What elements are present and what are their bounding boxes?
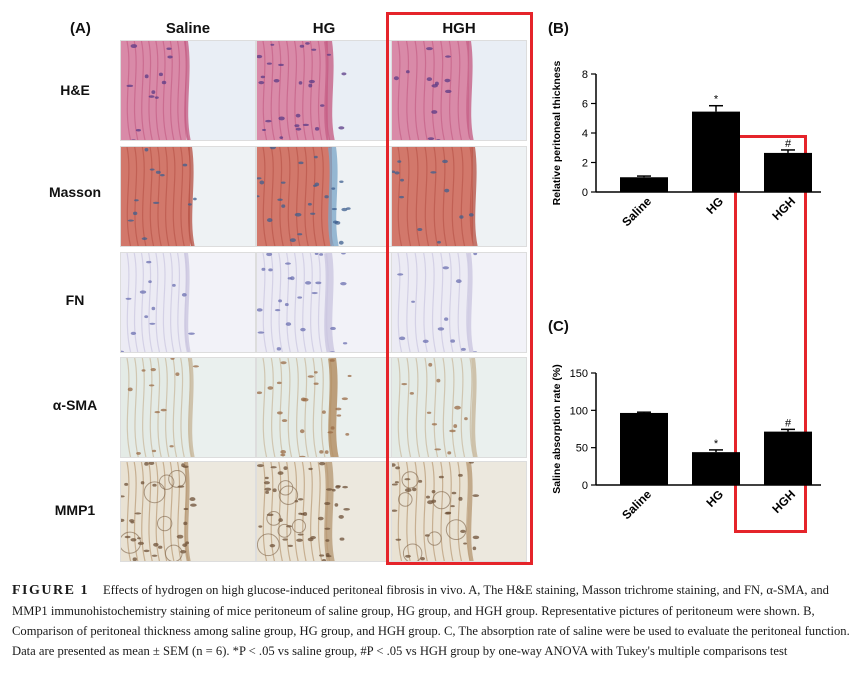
bar-hgh [764, 152, 812, 192]
y-tick-label: 150 [570, 368, 588, 380]
bar-saline [620, 177, 668, 192]
x-tick-label: HGH [769, 194, 798, 223]
y-tick-label: 50 [576, 443, 588, 455]
micrograph-mmp1-saline [120, 461, 256, 562]
panel-a-label: (A) [70, 20, 91, 37]
column-header-hg: HG [312, 20, 336, 37]
row-label-he: H&E [60, 82, 90, 98]
micrograph-mmp1-hg [256, 461, 392, 562]
figure-caption: FIGURE 1 Effects of hydrogen on high gluc… [12, 580, 857, 661]
x-tick-label: Saline [619, 487, 654, 522]
chart-peritoneal-thickness: 0 2 4 6 8 Relative peritoneal thickness Saline… [551, 60, 821, 229]
column-header-saline: Saline [165, 20, 211, 37]
y-tick-label: 2 [582, 158, 588, 170]
micrograph-he-hg [256, 40, 392, 141]
significance-mark: * [714, 94, 719, 106]
micrograph-fn-saline [120, 252, 256, 353]
figure-label: FIGURE 1 [12, 583, 89, 598]
row-label-fn: FN [65, 292, 85, 308]
chart-saline-absorption: 0 50 100 150 Saline absorption rate (%) Salin… [551, 364, 821, 522]
row-label-masson: Masson [48, 184, 102, 200]
bar-hg [692, 452, 740, 485]
micrograph-he-saline [120, 40, 256, 141]
hgh-bars-highlight [734, 135, 807, 533]
y-tick-label: 4 [582, 128, 588, 140]
y-tick-label: 100 [570, 405, 588, 417]
significance-mark: * [714, 438, 719, 450]
caption-text: Effects of hydrogen on high glucose-indu… [12, 583, 850, 658]
y-tick-label: 0 [582, 187, 588, 199]
y-axis-label: Saline absorption rate (%) [551, 364, 563, 494]
micrograph-masson-saline [120, 146, 256, 247]
x-tick-label: Saline [619, 194, 654, 229]
y-axis-label: Relative peritoneal thickness [551, 60, 563, 205]
micrograph-alpha-sma-hg [256, 357, 392, 458]
panel-b-label: (B) [548, 20, 569, 37]
row-label-mmp1: MMP1 [54, 502, 96, 518]
panel-c-label: (C) [548, 318, 569, 335]
bar-saline [620, 412, 668, 485]
row-label-alpha-sma: α-SMA [52, 397, 98, 413]
y-tick-label: 0 [582, 480, 588, 492]
micrograph-fn-hgh [391, 252, 527, 353]
bar-hgh [764, 431, 812, 485]
bar-hg [692, 111, 740, 192]
column-header-hgh: HGH [442, 20, 476, 37]
significance-mark: # [785, 417, 792, 429]
significance-mark: # [785, 138, 792, 150]
micrograph-alpha-sma-hgh [391, 357, 527, 458]
micrograph-fn-hg [256, 252, 392, 353]
hgh-column-highlight [386, 12, 533, 565]
micrograph-masson-hg [256, 146, 392, 247]
micrograph-masson-hgh [391, 146, 527, 247]
y-tick-label: 8 [582, 69, 588, 81]
y-tick-label: 6 [582, 99, 588, 111]
x-tick-label: HG [703, 487, 726, 510]
micrograph-mmp1-hgh [391, 461, 527, 562]
x-tick-label: HGH [769, 487, 798, 516]
x-tick-label: HG [703, 194, 726, 217]
micrograph-alpha-sma-saline [120, 357, 256, 458]
micrograph-he-hgh [391, 40, 527, 141]
